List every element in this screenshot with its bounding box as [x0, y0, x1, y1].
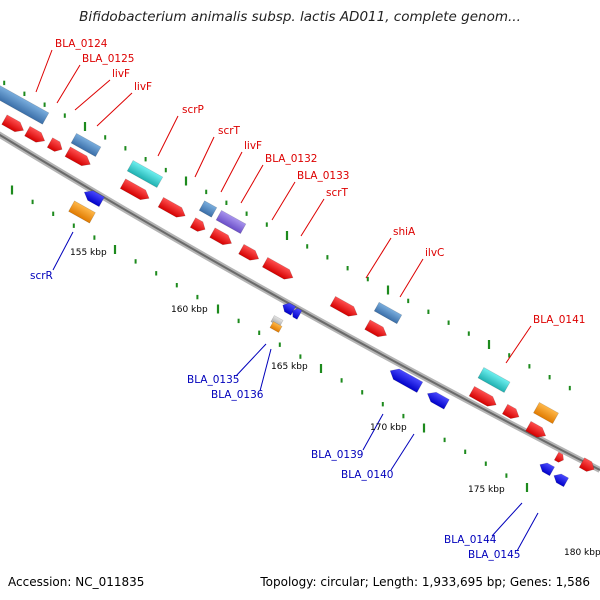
- gene-block-orange-2[interactable]: [533, 401, 559, 425]
- tick-marks: [3, 80, 571, 492]
- accession-text: Accession: NC_011835: [8, 575, 145, 589]
- gene-arrow-bla-0136[interactable]: [290, 307, 303, 320]
- reverse-gene-labels: scrR BLA_0135 BLA_0136 BLA_0139 BLA_0140…: [30, 270, 520, 561]
- label-connectors: [35, 49, 539, 552]
- gene-arrow-4[interactable]: [64, 146, 93, 169]
- gene-label-livf-1[interactable]: livF: [112, 68, 130, 80]
- gene-arrow-14[interactable]: [501, 403, 521, 421]
- gene-label-bla-0139[interactable]: BLA_0139: [311, 449, 363, 461]
- connector-scrt-1: [194, 136, 215, 178]
- connector-bla-0133: [271, 181, 296, 221]
- gene-label-bla-0125[interactable]: BLA_0125: [82, 53, 134, 65]
- gene-block-bla-0141[interactable]: [477, 367, 511, 393]
- scale-label-160: 160 kbp: [171, 305, 208, 315]
- gene-arrow-9[interactable]: [238, 243, 262, 263]
- connector-bla-0141: [505, 325, 532, 364]
- gene-arrow-5[interactable]: [119, 178, 152, 203]
- gene-label-ilvc[interactable]: ilvC: [425, 247, 444, 259]
- gene-arrow-1[interactable]: [1, 114, 27, 135]
- connector-livf-2: [96, 92, 133, 127]
- gene-block-bla-0135-orange[interactable]: [269, 321, 283, 333]
- gene-arrow-8[interactable]: [209, 227, 235, 248]
- gene-label-scrt-1[interactable]: scrT: [218, 125, 241, 137]
- genome-summary: Topology: circular; Length: 1,933,695 bp…: [260, 575, 590, 589]
- connector-bla-0139: [362, 413, 384, 451]
- gene-arrow-17[interactable]: [553, 451, 565, 464]
- gene-arrow-10[interactable]: [261, 256, 295, 282]
- gene-label-scrt-2[interactable]: scrT: [326, 187, 349, 199]
- scale-label-175: 175 kbp: [468, 485, 505, 495]
- gene-label-bla-0141[interactable]: BLA_0141: [533, 314, 585, 326]
- connector-shia: [365, 237, 392, 279]
- gene-block-bla-0132[interactable]: [215, 209, 247, 235]
- connector-bla-0124: [35, 49, 53, 93]
- gene-label-scrr[interactable]: scrR: [30, 270, 53, 282]
- gene-label-bla-0144[interactable]: BLA_0144: [444, 534, 497, 546]
- gene-arrow-scrr[interactable]: [82, 187, 105, 208]
- gene-block-scrp[interactable]: [126, 160, 164, 188]
- gene-label-bla-0133[interactable]: BLA_0133: [297, 170, 349, 182]
- gene-arrow-11[interactable]: [329, 295, 360, 319]
- gene-features[interactable]: [0, 79, 597, 488]
- gene-label-bla-0140[interactable]: BLA_0140: [341, 469, 393, 481]
- connector-bla-0145: [516, 512, 539, 552]
- gene-arrow-3[interactable]: [46, 137, 65, 154]
- gene-label-bla-0135[interactable]: BLA_0135: [187, 374, 239, 386]
- scale-label-165: 165 kbp: [271, 362, 308, 372]
- gene-arrow-6[interactable]: [157, 196, 188, 220]
- connector-scrr: [52, 231, 74, 271]
- scale-label-155: 155 kbp: [70, 248, 107, 258]
- forward-gene-labels: BLA_0124 BLA_0125 livF livF scrP scrT li…: [55, 38, 585, 326]
- gene-arrow-bla-0144[interactable]: [537, 460, 555, 477]
- gene-label-bla-0132[interactable]: BLA_0132: [265, 153, 317, 165]
- connector-bla-0125: [56, 64, 81, 104]
- connector-bla-0135: [235, 343, 267, 377]
- gene-arrow-12[interactable]: [364, 319, 390, 340]
- connector-bla-0132: [240, 164, 264, 204]
- gene-arrow-bla-0145[interactable]: [551, 471, 569, 488]
- connector-bla-0140: [390, 433, 415, 471]
- gene-arrow-16[interactable]: [578, 457, 597, 474]
- gene-arrow-bla-0135[interactable]: [280, 301, 297, 316]
- gene-arrow-bla-0140[interactable]: [425, 389, 450, 410]
- connector-scrt-2: [300, 198, 325, 237]
- gene-arrow-2[interactable]: [24, 125, 48, 145]
- connector-ilvc: [399, 258, 424, 298]
- gene-block-livf-a[interactable]: [70, 132, 102, 158]
- gene-block-shia[interactable]: [373, 301, 403, 325]
- gene-label-livf-2[interactable]: livF: [134, 81, 152, 93]
- gene-arrow-7[interactable]: [189, 217, 208, 234]
- gene-block-livf-b[interactable]: [198, 200, 218, 218]
- connector-bla-0144: [491, 502, 523, 537]
- connector-livf-3: [220, 151, 243, 193]
- gene-label-bla-0124[interactable]: BLA_0124: [55, 38, 108, 50]
- connector-scrp: [157, 115, 179, 157]
- genome-backbone: [0, 131, 600, 473]
- gene-arrow-15[interactable]: [525, 420, 549, 440]
- gene-block-scrr-orange[interactable]: [68, 200, 96, 224]
- map-title: Bifidobacterium animalis subsp. lactis A…: [79, 9, 521, 25]
- gene-arrow-bla-0139[interactable]: [387, 365, 424, 393]
- gene-label-shia[interactable]: shiA: [393, 226, 416, 238]
- scale-label-170: 170 kbp: [370, 423, 407, 433]
- gene-label-scrp[interactable]: scrP: [182, 104, 204, 116]
- connector-livf-1: [74, 79, 111, 111]
- gene-label-bla-0136[interactable]: BLA_0136: [211, 389, 264, 401]
- gene-arrow-13[interactable]: [468, 385, 499, 409]
- gene-label-bla-0145[interactable]: BLA_0145: [468, 549, 520, 561]
- scale-labels: 155 kbp 160 kbp 165 kbp 170 kbp 175 kbp …: [70, 248, 600, 558]
- gene-block-bla-0124[interactable]: [0, 79, 50, 125]
- connector-bla-0136: [259, 348, 272, 392]
- scale-label-180: 180 kbp: [564, 548, 600, 558]
- gene-label-livf-3[interactable]: livF: [244, 140, 262, 152]
